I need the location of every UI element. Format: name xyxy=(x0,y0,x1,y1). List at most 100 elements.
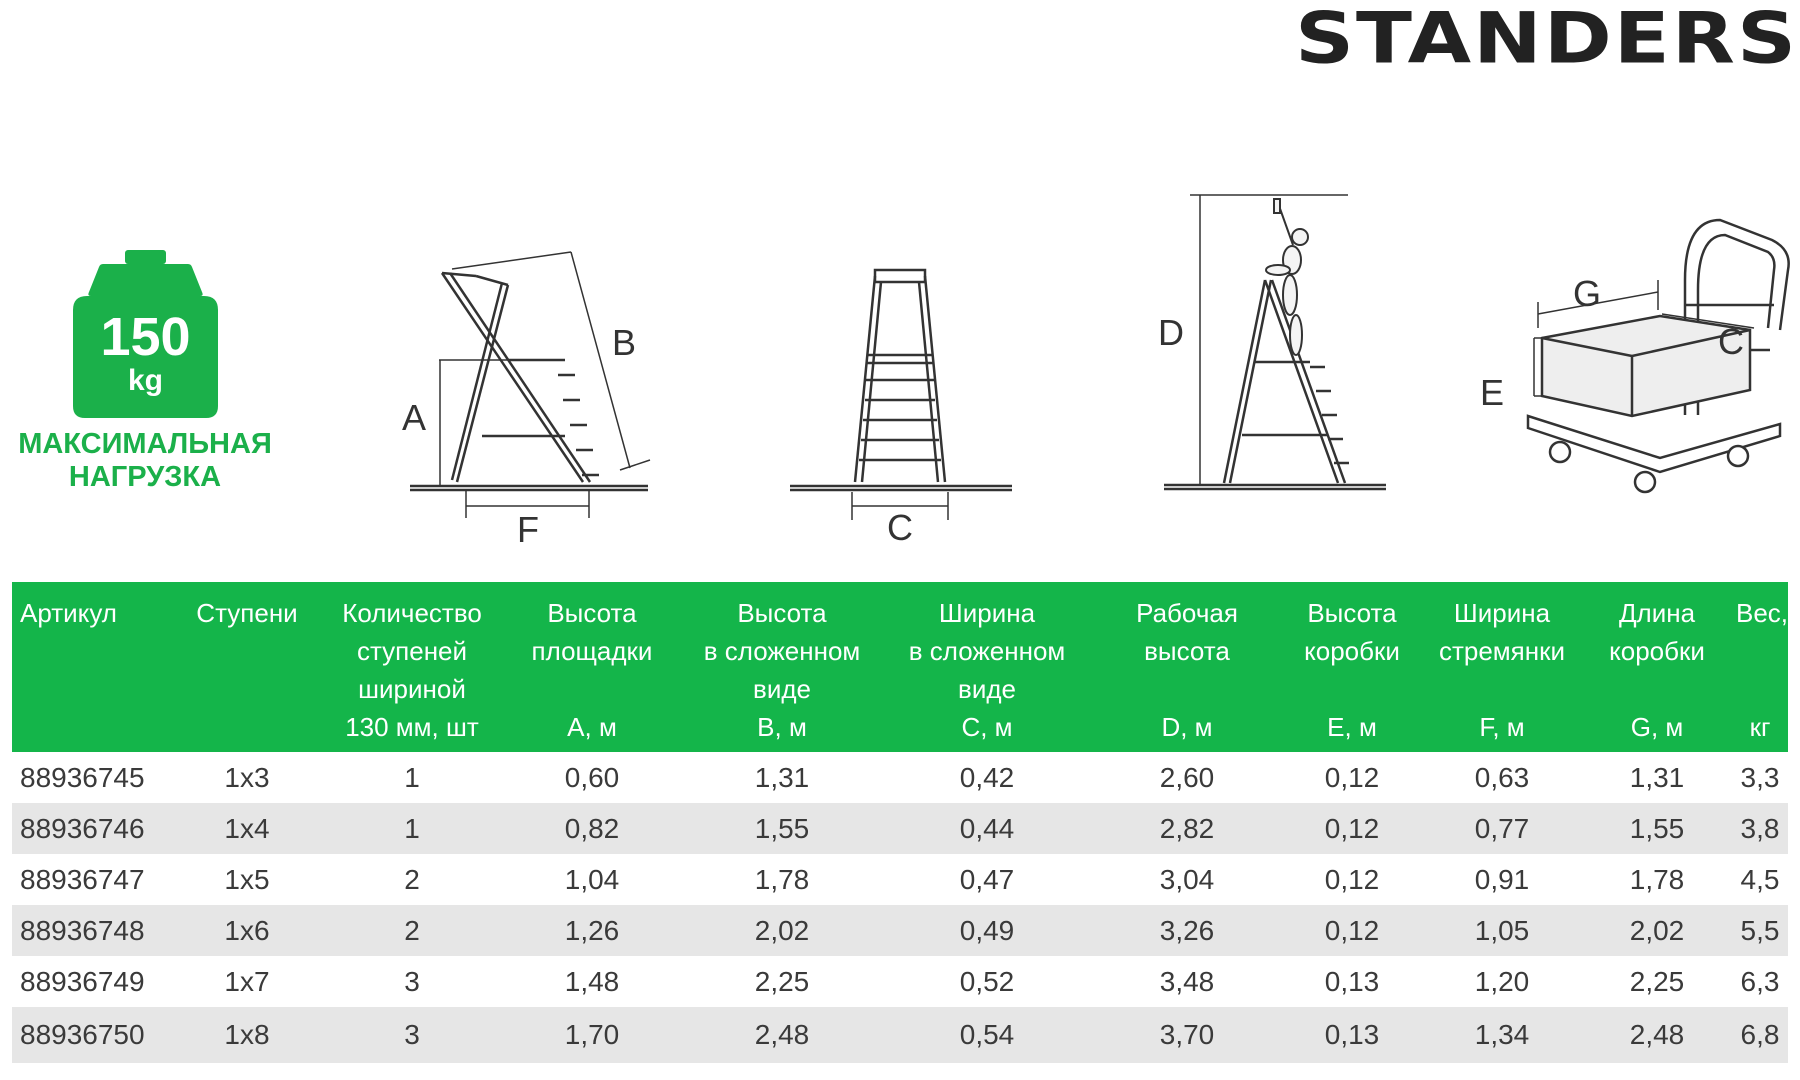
table-cell: 2,25 xyxy=(1629,965,1685,997)
table-row: 88936747 1x5 2 1,04 1,78 0,47 3,04 0,12 0,91 1,78… xyxy=(12,854,1788,905)
column-header-label: Высота в сложенном виде xyxy=(703,598,861,704)
table-cell: 1,55 xyxy=(682,803,882,854)
table-cell: 3,48 xyxy=(1159,965,1215,997)
table-cell: 3,04 xyxy=(1159,863,1215,895)
table-cell: 3,26 xyxy=(1092,905,1282,956)
table-row: 88936749 1x7 3 1,48 2,25 0,52 3,48 0,13 1,20 2,25… xyxy=(12,956,1788,1007)
column-header-unit: C, м xyxy=(961,712,1013,742)
load-caption-line2: НАГРУЗКА xyxy=(68,461,222,493)
table-cell: 4,5 xyxy=(1740,863,1780,895)
table-cell: 1,55 xyxy=(1582,803,1732,854)
column-header: Высота площадки A, м xyxy=(502,582,682,752)
table-cell: 0,44 xyxy=(882,803,1092,854)
table-cell: 88936748 xyxy=(12,905,172,956)
table-cell: 0,82 xyxy=(502,803,682,854)
table-cell: 0,12 xyxy=(1324,761,1380,793)
table-cell: 1 xyxy=(404,761,420,793)
table-row: 88936748 1x6 2 1,26 2,02 0,49 3,26 0,12 1,05 2,02… xyxy=(12,905,1788,956)
brand-logo: STANDERS xyxy=(1295,0,1798,80)
column-header: Длина коробки G, м xyxy=(1582,582,1732,752)
table-body: 88936745 1x3 1 0,60 1,31 0,42 2,60 0,12 0,63 1,31… xyxy=(12,752,1788,1063)
table-cell: 2,60 xyxy=(1159,761,1215,793)
column-header-unit: B, м xyxy=(757,712,807,742)
column-header-label: Длина коробки xyxy=(1609,598,1705,666)
table-cell: 0,63 xyxy=(1474,761,1530,793)
table-row: 88936745 1x3 1 0,60 1,31 0,42 2,60 0,12 0,63 1,31… xyxy=(12,752,1788,803)
table-cell: 0,12 xyxy=(1282,803,1422,854)
column-header-label: Высота площадки xyxy=(531,598,653,666)
table-cell: 88936746 xyxy=(12,803,172,854)
package-cart-diagram: G C E xyxy=(1480,218,1790,494)
label-a: A xyxy=(402,397,426,438)
table-cell: 0,91 xyxy=(1474,863,1530,895)
table-cell: 3,70 xyxy=(1092,1007,1282,1063)
table-cell: 3 xyxy=(404,965,420,997)
table-cell: 0,12 xyxy=(1282,905,1422,956)
table-cell: 1,48 xyxy=(564,965,620,997)
column-header: Ширина в сложенном виде C, м xyxy=(882,582,1092,752)
table-cell: 1,26 xyxy=(502,905,682,956)
table-cell: 6,8 xyxy=(1732,1007,1788,1063)
table-cell: 1x3 xyxy=(224,761,270,793)
table-cell: 1,31 xyxy=(1629,761,1685,793)
table-cell: 2 xyxy=(404,863,420,895)
column-header-unit: кг xyxy=(1749,712,1771,742)
table-cell: 0,60 xyxy=(564,761,620,793)
table-cell: 1,04 xyxy=(564,863,620,895)
specs-table: Артикул Ступени Количество ступеней ширино… xyxy=(12,582,1788,1063)
table-cell: 2,82 xyxy=(1092,803,1282,854)
column-header-label: Вес, xyxy=(1736,598,1789,628)
load-caption-line1: МАКСИМАЛЬНАЯ xyxy=(18,428,272,460)
column-header-label: Ширина стремянки xyxy=(1438,598,1566,666)
table-cell: 2,02 xyxy=(1582,905,1732,956)
ladder-working-height-diagram: D xyxy=(1158,194,1386,491)
table-cell: 1,05 xyxy=(1422,905,1582,956)
column-header-unit: D, м xyxy=(1161,712,1213,742)
load-unit: kg xyxy=(127,364,163,397)
table-cell: 1,34 xyxy=(1422,1007,1582,1063)
table-cell: 0,42 xyxy=(959,761,1015,793)
table-header-row: Артикул Ступени Количество ступеней ширино… xyxy=(12,582,1788,752)
table-cell: 1x7 xyxy=(224,965,270,997)
table-cell: 1x4 xyxy=(172,803,322,854)
table-cell: 2,02 xyxy=(682,905,882,956)
table-cell: 1,31 xyxy=(754,761,810,793)
table-cell: 88936747 xyxy=(20,863,145,895)
label-g: G xyxy=(1573,273,1601,314)
column-header: Количество ступеней шириной 130 мм, шт xyxy=(322,582,502,752)
table-cell: 0,49 xyxy=(882,905,1092,956)
table-cell: 88936749 xyxy=(20,965,145,997)
table-cell: 2 xyxy=(322,905,502,956)
column-header: Ступени xyxy=(172,582,322,752)
table-cell: 0,13 xyxy=(1324,965,1380,997)
table-cell: 0,12 xyxy=(1324,863,1380,895)
table-cell: 1,20 xyxy=(1474,965,1530,997)
column-header: Высота в сложенном виде B, м xyxy=(682,582,882,752)
table-cell: 1,78 xyxy=(754,863,810,895)
table-cell: 1x8 xyxy=(172,1007,322,1063)
label-f: F xyxy=(517,509,539,550)
column-header-label: Количество ступеней шириной 130 мм, шт xyxy=(342,598,482,742)
table-cell: 1 xyxy=(322,803,502,854)
person-figure xyxy=(1265,198,1309,356)
max-load-badge: 150 kg МАКСИМАЛЬНАЯ НАГРУЗКА xyxy=(10,250,280,500)
column-header-label: Ширина в сложенном виде xyxy=(908,598,1066,704)
column-header-unit: A, м xyxy=(567,712,617,742)
column-header-label: Ступени xyxy=(196,598,298,628)
column-header-unit: E, м xyxy=(1327,712,1377,742)
table-cell: 88936750 xyxy=(12,1007,172,1063)
table-cell: 3,8 xyxy=(1732,803,1788,854)
ladder-side-diagram: A B F xyxy=(402,251,651,550)
column-header-label: Артикул xyxy=(20,598,117,628)
column-header-unit: G, м xyxy=(1630,712,1684,742)
label-b: B xyxy=(612,322,636,363)
column-header-label: Рабочая высота xyxy=(1136,598,1238,666)
label-c: C xyxy=(887,507,913,548)
table-cell: 2,48 xyxy=(682,1007,882,1063)
table-cell: 3,3 xyxy=(1740,761,1780,793)
table-cell: 5,5 xyxy=(1732,905,1788,956)
table-cell: 1x5 xyxy=(224,863,270,895)
table-cell: 0,13 xyxy=(1282,1007,1422,1063)
weight-icon xyxy=(73,250,218,418)
table-cell: 2,25 xyxy=(754,965,810,997)
